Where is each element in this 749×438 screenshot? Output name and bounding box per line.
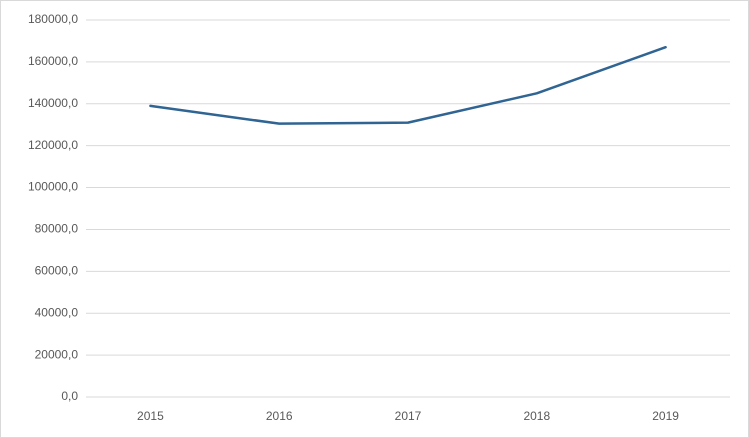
x-tick-label: 2015 [137,409,164,423]
x-tick-label: 2019 [652,409,679,423]
y-tick-label: 180000,0 [28,12,78,26]
y-tick-label: 40000,0 [35,305,79,319]
y-tick-label: 120000,0 [28,138,78,152]
y-tick-label: 140000,0 [28,96,78,110]
data-line [149,45,667,125]
y-tick-label: 160000,0 [28,54,78,68]
x-tick-label: 2017 [395,409,422,423]
x-tick-label: 2016 [266,409,293,423]
y-tick-label: 60000,0 [35,264,79,278]
y-tick-label: 80000,0 [35,222,79,236]
y-tick-label: 0,0 [61,389,78,403]
y-tick-label: 20000,0 [35,347,79,361]
x-tick-label: 2018 [523,409,550,423]
y-tick-label: 100000,0 [28,180,78,194]
